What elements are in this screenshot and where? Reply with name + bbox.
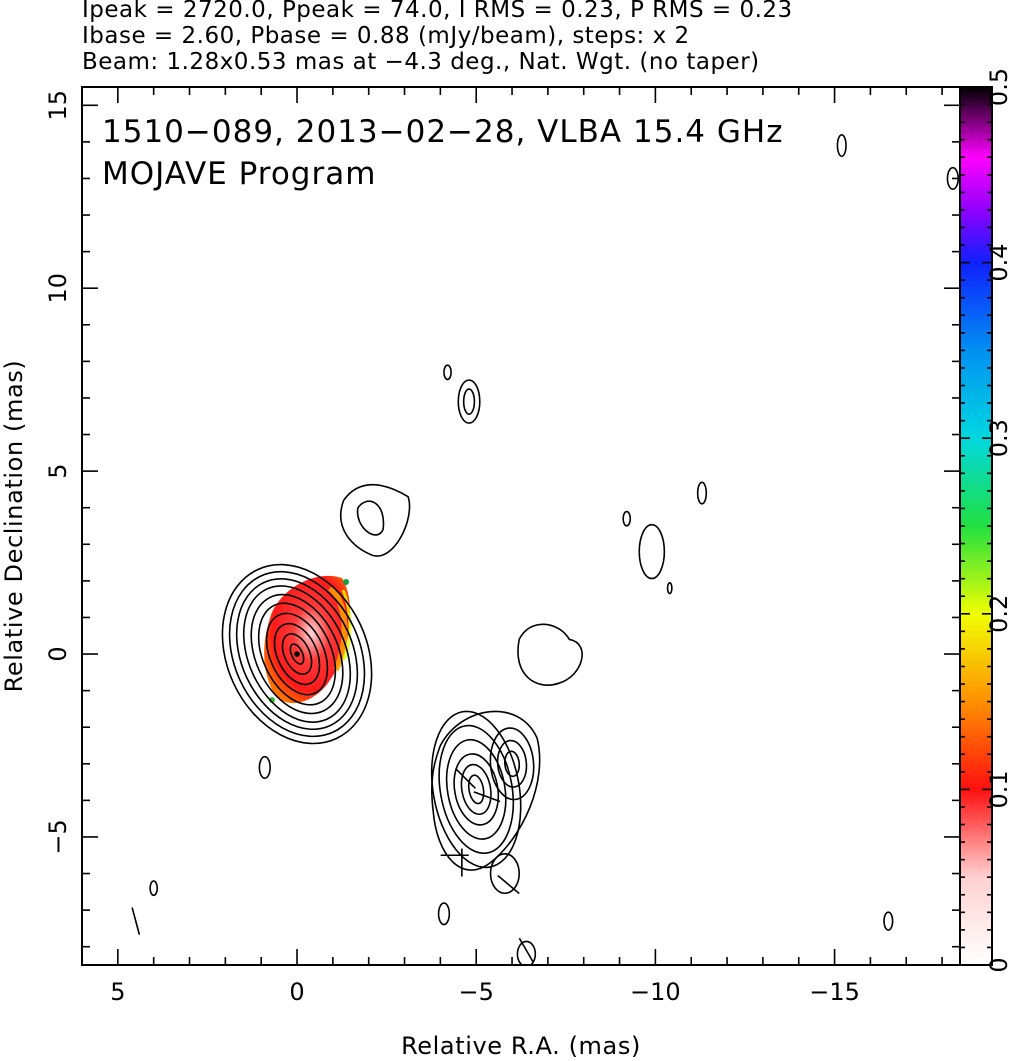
jet-knot-contour xyxy=(438,724,515,855)
colorbar-tick-label: 0.1 xyxy=(985,770,1013,808)
chart-title: 1510−089, 2013−02−28, VLBA 15.4 GHz xyxy=(102,114,783,150)
jet-knot-outer-contour xyxy=(431,710,541,871)
jet-knot-contour xyxy=(430,710,522,869)
polarization-vector xyxy=(454,767,476,789)
jet-secondary-contour xyxy=(489,727,535,801)
isolated-contour xyxy=(437,902,451,926)
jet-secondary-contour xyxy=(504,750,521,778)
core-contour xyxy=(250,593,344,715)
jet-knot-contour xyxy=(445,738,507,840)
core-contour xyxy=(221,563,373,745)
x-tick-label: 0 xyxy=(289,978,304,1006)
header-beam-line: Beam: 1.28x0.53 mas at −4.3 deg., Nat. W… xyxy=(82,49,760,75)
jet-knot-contour xyxy=(453,753,500,826)
header-stats-line-2: Ibase = 2.60, Pbase = 0.88 (mJy/beam), s… xyxy=(82,23,690,49)
core-peak-marker xyxy=(294,651,300,657)
y-tick-label: 5 xyxy=(44,463,72,478)
isolated-contour xyxy=(457,379,481,424)
core-contour xyxy=(265,612,329,696)
header-stats-line-1: Ipeak = 2720.0, Ppeak = 74.0, I RMS = 0.… xyxy=(82,0,793,23)
isolated-contour xyxy=(696,481,708,505)
core-contour xyxy=(228,570,366,738)
jet-knot-contour xyxy=(467,774,485,805)
x-tick-label: −15 xyxy=(809,978,860,1006)
isolated-contour xyxy=(149,880,159,897)
east-jet-contour xyxy=(517,623,583,686)
y-tick-label: 10 xyxy=(44,273,72,304)
core-contour xyxy=(281,633,313,676)
isolated-contour xyxy=(666,582,673,595)
y-tick-label: 15 xyxy=(44,90,72,121)
jet-secondary-contour xyxy=(496,739,528,788)
colorbar-tick-label: 0.5 xyxy=(985,68,1013,106)
isolated-contour xyxy=(258,755,271,780)
chart-subtitle: MOJAVE Program xyxy=(102,156,376,192)
core-contour xyxy=(273,622,321,686)
isolated-contour xyxy=(638,523,666,580)
y-tick-label: 0 xyxy=(44,646,72,661)
isolated-contour xyxy=(836,133,847,158)
y-axis-label: Relative Declination (mas) xyxy=(0,360,28,693)
polarization-vector xyxy=(497,874,520,895)
polarization-vector xyxy=(131,907,141,935)
north-jet-inner-contour xyxy=(356,500,385,536)
x-axis-label: Relative R.A. (mas) xyxy=(401,1032,641,1060)
core-contour xyxy=(289,643,305,665)
isolated-contour xyxy=(622,510,632,527)
jet-knot-contour xyxy=(460,763,492,816)
isolated-contour xyxy=(443,364,452,381)
x-tick-label: −5 xyxy=(459,978,494,1006)
y-tick-label: −5 xyxy=(44,819,72,854)
colorbar-tick-label: 0.3 xyxy=(985,419,1013,457)
plot-frame xyxy=(81,86,961,966)
colorbar xyxy=(959,86,993,966)
isolated-contour xyxy=(883,911,894,931)
x-tick-label: −10 xyxy=(630,978,681,1006)
colorbar-tick-label: 0 xyxy=(985,957,1013,972)
polarization-intensity-patch xyxy=(264,575,351,704)
colorbar-tick-label: 0.2 xyxy=(985,595,1013,633)
isolated-contour xyxy=(516,940,537,965)
isolated-contour xyxy=(462,388,476,415)
north-jet-contour xyxy=(340,484,411,557)
core-contour xyxy=(235,578,359,731)
colorbar-tick-label: 0.4 xyxy=(985,244,1013,282)
core-contour xyxy=(242,585,352,723)
polarization-vector xyxy=(518,937,535,963)
x-tick-label: 5 xyxy=(110,978,125,1006)
jet-lower-contour xyxy=(489,853,521,895)
polarization-vector xyxy=(473,791,501,803)
core-contour xyxy=(257,602,337,706)
